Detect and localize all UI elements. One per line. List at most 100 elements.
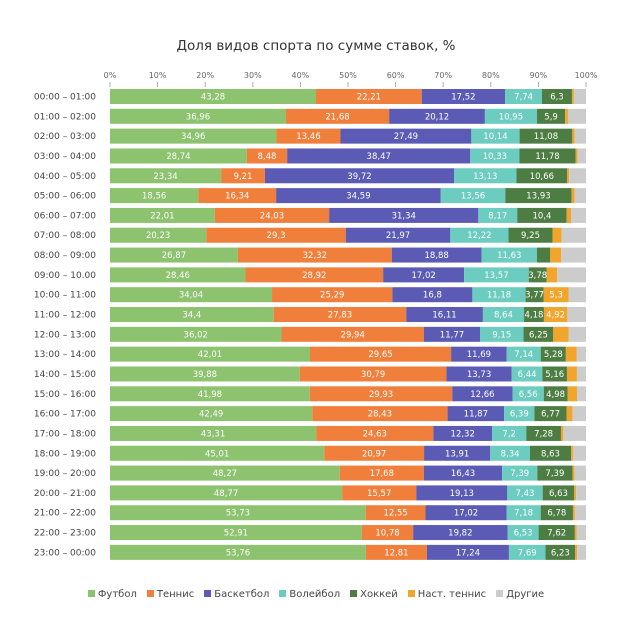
- data-label: 20,23: [146, 231, 170, 241]
- data-label: 13,57: [484, 271, 508, 281]
- bar-segment: [525, 287, 544, 303]
- legend-item[interactable]: Хоккей: [350, 589, 398, 600]
- bar-segment: [246, 148, 288, 164]
- bar-segment: [110, 207, 215, 223]
- bar-row: 52,91 10,78 19,82 6,53 7,62: [110, 525, 586, 541]
- bar-segment: [506, 505, 541, 521]
- bar-row: 34,96 13,46 27,49 10,14 11,08: [110, 128, 586, 144]
- data-label: 8,63: [541, 449, 560, 459]
- bar-segment: [425, 505, 507, 521]
- bar-segment: [470, 148, 520, 164]
- legend-label: Другие: [506, 589, 545, 600]
- data-label: 17,24: [456, 548, 480, 558]
- data-label: 29,3: [267, 231, 286, 241]
- data-label: 4,98: [546, 390, 565, 400]
- bar-segment: [110, 227, 207, 243]
- data-label: 24,63: [363, 429, 387, 439]
- category-label: 16:00 – 17:00: [34, 410, 96, 420]
- bar-segment: [110, 544, 366, 560]
- legend: Футбол Теннис Баскетбол Волейбол Хоккей Наст.…: [0, 589, 632, 600]
- data-label: 29,94: [341, 330, 365, 340]
- data-label: 41,98: [198, 390, 222, 400]
- data-label: 6,23: [551, 548, 570, 558]
- bar-segment: [478, 207, 518, 223]
- data-label: 11,08: [534, 132, 558, 142]
- legend-label: Хоккей: [360, 589, 398, 600]
- category-label: 05:00 – 06:00: [34, 192, 96, 202]
- bar-segment: [423, 326, 480, 342]
- legend-swatch-icon: [496, 590, 504, 597]
- data-label: 6,39: [510, 410, 529, 420]
- data-label: 28,74: [166, 152, 190, 162]
- data-label: 8,34: [501, 449, 520, 459]
- bar-segment: [574, 525, 577, 541]
- category-label: 03:00 – 04:00: [34, 152, 96, 162]
- bar-segment: [560, 425, 564, 441]
- bar-row: 23,34 9,21 39,72 13,13 10,66: [110, 168, 586, 184]
- bar-segment: [383, 267, 465, 283]
- bar-segment: [214, 207, 330, 223]
- bar-segment: [110, 465, 340, 481]
- bar-segment: [324, 445, 425, 461]
- legend-item[interactable]: Наст. теннис: [407, 589, 487, 600]
- legend-item[interactable]: Теннис: [146, 589, 194, 600]
- bar-segment: [567, 108, 586, 124]
- legend-label: Наст. теннис: [417, 589, 487, 600]
- bar-segment: [546, 267, 558, 283]
- bar-segment: [342, 485, 417, 501]
- data-label: 16,34: [225, 192, 249, 202]
- bar-segment: [110, 89, 317, 104]
- data-label: 29,65: [368, 350, 392, 360]
- data-label: 38,47: [367, 152, 391, 162]
- data-label: 7,39: [545, 469, 564, 479]
- data-label: 6,44: [518, 370, 537, 380]
- data-label: 13,93: [526, 192, 550, 202]
- bar-segment: [110, 267, 246, 283]
- bars: 43,28 22,21 17,52 7,74 6,3 36,96 21,68 20,12 10,…: [110, 89, 586, 560]
- legend-label: Баскетбол: [214, 589, 270, 600]
- x-tick-label: 100%: [575, 71, 598, 80]
- legend-item[interactable]: Футбол: [87, 589, 137, 600]
- category-label: 12:00 – 13:00: [34, 330, 96, 340]
- bar-segment: [566, 207, 572, 223]
- data-label: 12,32: [451, 429, 475, 439]
- data-label: 11,87: [464, 410, 488, 420]
- data-label: 11,69: [467, 350, 491, 360]
- bar-segment: [569, 168, 586, 184]
- data-label: 6,3: [550, 93, 564, 103]
- bar-segment: [571, 207, 586, 223]
- data-label: 39,72: [347, 172, 371, 182]
- bar-segment: [571, 89, 574, 104]
- bar-row: 34,4 27,83 16,11 8,64 4,18 4,92: [110, 307, 586, 323]
- data-label: 39,88: [193, 370, 217, 380]
- x-tick-label: 30%: [244, 71, 262, 80]
- bar-segment: [339, 465, 424, 481]
- legend-item[interactable]: Другие: [496, 589, 544, 600]
- data-label: 29,93: [369, 390, 393, 400]
- category-label: 18:00 – 19:00: [34, 449, 96, 459]
- x-tick-label: 40%: [292, 71, 310, 80]
- bar-segment: [566, 406, 573, 422]
- data-label: 9,25: [521, 231, 540, 241]
- legend-item[interactable]: Волейбол: [279, 589, 340, 600]
- bar-segment: [110, 168, 222, 184]
- data-label: 6,56: [519, 390, 538, 400]
- bar-segment: [523, 326, 554, 342]
- bar-segment: [110, 108, 286, 124]
- bar-segment: [519, 148, 576, 164]
- data-label: 18,88: [425, 251, 449, 261]
- data-label: 19,82: [448, 529, 472, 539]
- data-label: 31,34: [392, 211, 416, 221]
- bar-segment: [563, 425, 586, 441]
- data-label: 13,13: [473, 172, 497, 182]
- data-label: 27,83: [328, 311, 352, 321]
- bar-segment: [406, 307, 483, 323]
- data-label: 53,73: [226, 509, 250, 519]
- bar-segment: [566, 366, 577, 382]
- data-label: 6,53: [514, 529, 533, 539]
- legend-item[interactable]: Баскетбол: [204, 589, 269, 600]
- data-label: 48,27: [213, 469, 237, 479]
- bar-segment: [110, 505, 366, 521]
- bar-segment: [316, 89, 422, 104]
- data-label: 13,56: [461, 192, 485, 202]
